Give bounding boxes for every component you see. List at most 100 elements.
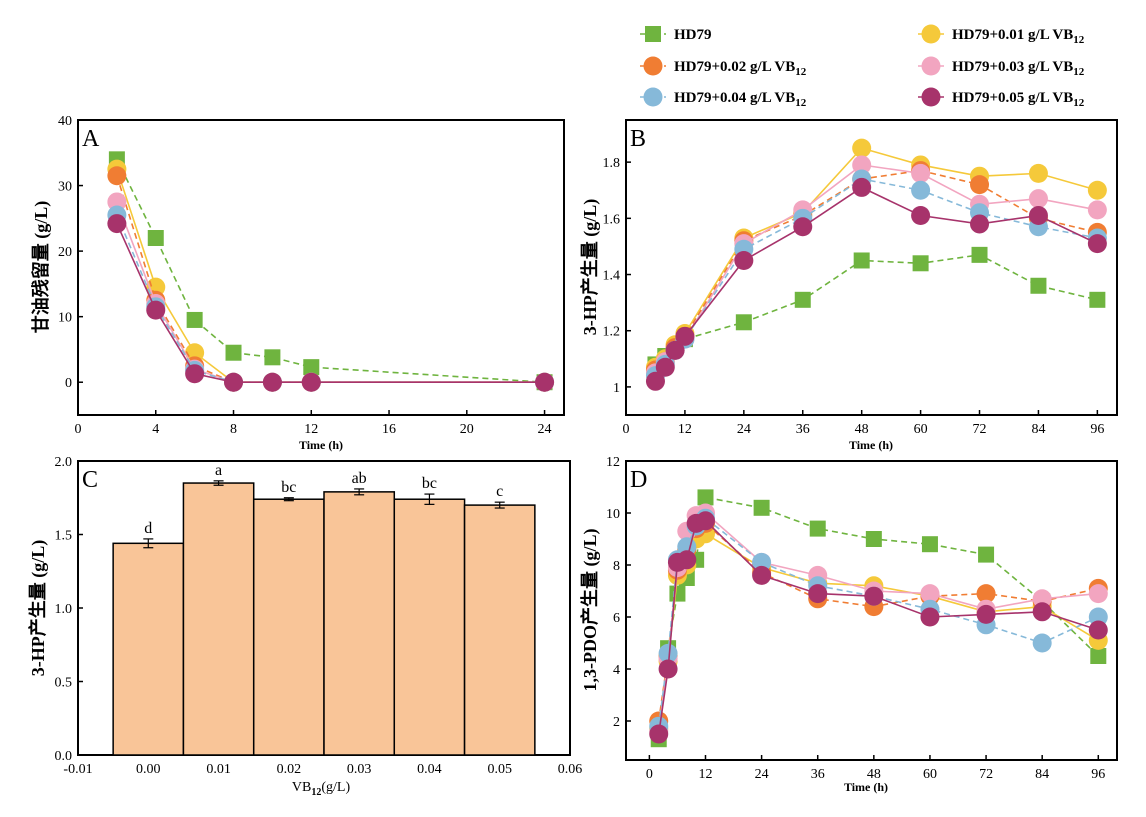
series-line [654, 254, 1098, 366]
series-line [654, 147, 1098, 368]
series-5 [645, 177, 1107, 391]
legend-marker [921, 87, 941, 107]
data-point [535, 372, 555, 392]
y-tick-label: 40 [58, 114, 72, 129]
data-point [911, 206, 931, 226]
bar-group: a [182, 462, 255, 756]
data-point [978, 546, 995, 563]
x-axis-title: Time (h) [299, 438, 343, 452]
data-point [853, 252, 870, 269]
data-point [107, 192, 127, 212]
series-4 [107, 205, 555, 392]
y-tick-label: 20 [58, 245, 72, 260]
series-1 [645, 138, 1107, 377]
bar-group: bc [393, 475, 466, 756]
data-point [852, 138, 872, 158]
data-point [695, 511, 715, 531]
y-tick-label: 30 [58, 180, 72, 195]
data-point [665, 340, 685, 360]
legend-label-text: HD79+0.01 g/L VB [952, 27, 1073, 43]
series-line [657, 519, 1099, 735]
significance-letter: d [144, 520, 152, 537]
y-tick-label: 1.4 [603, 269, 621, 284]
y-axis-title: 1,3-PDO产生量 (g/L) [579, 529, 601, 692]
data-point [734, 250, 754, 270]
x-tick-label: 0.00 [136, 762, 161, 777]
x-tick-label: 96 [1091, 767, 1105, 782]
panel-label: B [630, 126, 646, 152]
plot-frame [625, 119, 1118, 416]
legend-label-text: HD79+0.04 g/L VB [674, 90, 795, 106]
x-axis-title-sub: 12 [311, 787, 321, 798]
data-point [735, 314, 752, 331]
legend-marker [921, 56, 941, 76]
data-point [1028, 206, 1048, 226]
data-point [1087, 234, 1107, 254]
data-point [146, 300, 166, 320]
x-tick-label: 20 [460, 422, 474, 437]
data-point [752, 565, 772, 585]
x-tick-label: 72 [973, 422, 987, 437]
data-point [185, 364, 205, 384]
x-tick-label: 0.03 [347, 762, 372, 777]
data-point [107, 166, 127, 186]
y-tick-label: 6 [613, 611, 620, 626]
y-tick-label: 10 [58, 311, 72, 326]
legend-item: HD79 [640, 26, 712, 43]
y-axis-title: 3-HP产生量 (g/L) [579, 199, 601, 336]
data-point [655, 357, 675, 377]
x-tick-label: -0.01 [63, 762, 92, 777]
legend-label-text: HD79+0.03 g/L VB [952, 59, 1073, 75]
y-tick-label: 0 [65, 376, 72, 391]
series-5 [649, 511, 1108, 744]
data-point [669, 585, 686, 602]
x-tick-label: 36 [796, 422, 810, 437]
x-axis-title-main: VB [292, 780, 311, 795]
data-point [1028, 189, 1048, 209]
series-3 [107, 192, 555, 392]
legend-label: HD79 [674, 27, 712, 43]
data-point [1087, 200, 1107, 220]
data-point [675, 326, 695, 346]
data-point [976, 584, 996, 604]
x-tick-label: 84 [1035, 767, 1049, 782]
x-axis-title-tail: (g/L) [321, 780, 350, 795]
plot-frame [77, 119, 565, 416]
y-tick-label: 1.5 [55, 529, 73, 544]
data-point [1032, 602, 1052, 622]
bar-group: ab [323, 470, 396, 756]
data-point [224, 372, 244, 392]
series-1 [649, 524, 1108, 739]
x-tick-label: 24 [755, 767, 769, 782]
legend-label-text: HD79+0.05 g/L VB [952, 90, 1073, 106]
legend-item: HD79+0.02 g/L VB12 [640, 56, 807, 78]
x-tick-label: 0.04 [417, 762, 442, 777]
y-tick-label: 10 [606, 507, 620, 522]
x-tick-label: 4 [152, 422, 159, 437]
data-point [658, 659, 678, 679]
legend-label-text: HD79+0.02 g/L VB [674, 59, 795, 75]
series-1 [107, 159, 555, 392]
y-tick-label: 1 [613, 381, 620, 396]
significance-letter: bc [281, 479, 296, 496]
y-tick-label: 1.8 [603, 156, 621, 171]
x-tick-label: 0.06 [558, 762, 583, 777]
legend-marker [643, 56, 663, 76]
y-tick-label: 2 [613, 715, 620, 730]
y-axis-title: 甘油残留量 (g/L) [30, 201, 52, 334]
x-tick-label: 12 [304, 422, 318, 437]
x-tick-label: 0.05 [487, 762, 512, 777]
y-tick-label: 1.2 [603, 325, 621, 340]
legend-label-sub: 12 [1073, 66, 1085, 78]
bar [182, 482, 255, 756]
data-point [645, 371, 665, 391]
bar [112, 542, 185, 756]
legend-item: HD79+0.05 g/L VB12 [918, 87, 1085, 109]
x-tick-label: 8 [230, 422, 237, 437]
x-tick-label: 72 [979, 767, 993, 782]
bar [252, 498, 325, 756]
legend-label-sub: 12 [1073, 97, 1085, 109]
data-point [677, 550, 697, 570]
bar-group: d [112, 520, 185, 756]
